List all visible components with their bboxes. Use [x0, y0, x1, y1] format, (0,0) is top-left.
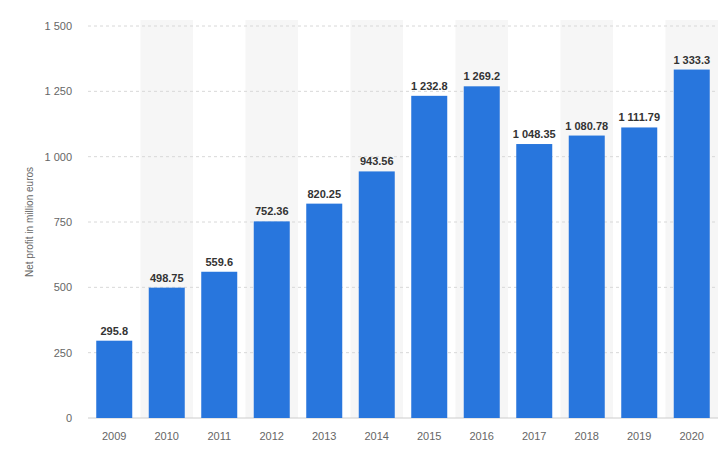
chart-container: 0 250 500 750 1 000 1 250 1 500 Net profit in m…	[0, 0, 724, 453]
x-tick-label: 2016	[470, 430, 494, 442]
data-label: 820.25	[307, 188, 341, 200]
bars	[96, 70, 710, 418]
grid-line	[88, 91, 718, 92]
bar	[411, 96, 447, 418]
y-tick-label: 1 500	[44, 20, 72, 32]
y-tick-label: 500	[54, 281, 72, 293]
y-tick-label: 0	[66, 412, 72, 424]
x-tick-label: 2013	[312, 430, 336, 442]
bar	[149, 288, 185, 418]
band-shade	[246, 20, 299, 418]
bar	[674, 70, 710, 418]
data-label: 559.6	[205, 256, 233, 268]
x-tick-label: 2009	[102, 430, 126, 442]
bar	[201, 272, 237, 418]
grid	[88, 26, 718, 418]
bar	[464, 86, 500, 418]
data-label: 752.36	[255, 205, 289, 217]
band-shade	[351, 20, 404, 418]
grid-line	[88, 26, 718, 27]
bar	[306, 204, 342, 418]
data-label: 1 232.8	[411, 80, 448, 92]
data-label: 1 080.78	[565, 120, 608, 132]
bar	[254, 221, 290, 418]
x-tick-label: 2019	[627, 430, 651, 442]
bar	[359, 171, 395, 418]
bar	[516, 144, 552, 418]
data-label: 943.56	[360, 155, 394, 167]
y-tick-label: 1 000	[44, 151, 72, 163]
y-tick-label: 250	[54, 347, 72, 359]
x-tick-label: 2014	[365, 430, 389, 442]
x-tick-label: 2015	[417, 430, 441, 442]
data-label: 1 269.2	[463, 70, 500, 82]
x-tick-label: 2011	[207, 430, 231, 442]
band-shade	[456, 20, 509, 418]
data-label: 295.8	[100, 325, 128, 337]
data-label: 1 111.79	[618, 111, 660, 123]
x-tick-label: 2018	[575, 430, 599, 442]
band-shade	[561, 20, 614, 418]
bar	[621, 127, 657, 418]
x-tick-label: 2012	[260, 430, 284, 442]
data-label: 1 333.3	[673, 54, 710, 66]
bar	[569, 136, 605, 418]
y-tick-label: 1 250	[44, 85, 72, 97]
data-label: 1 048.35	[513, 128, 556, 140]
bar	[96, 341, 132, 418]
band-shade	[666, 20, 719, 418]
x-tick-label: 2010	[155, 430, 179, 442]
band-shade	[141, 20, 194, 418]
data-label: 498.75	[150, 272, 184, 284]
chart-svg: 0 250 500 750 1 000 1 250 1 500 Net profit in m…	[0, 0, 724, 453]
y-axis-label: Net profit in million euros	[24, 167, 35, 277]
y-tick-label: 750	[54, 216, 72, 228]
x-tick-label: 2017	[522, 430, 546, 442]
x-tick-label: 2020	[680, 430, 704, 442]
